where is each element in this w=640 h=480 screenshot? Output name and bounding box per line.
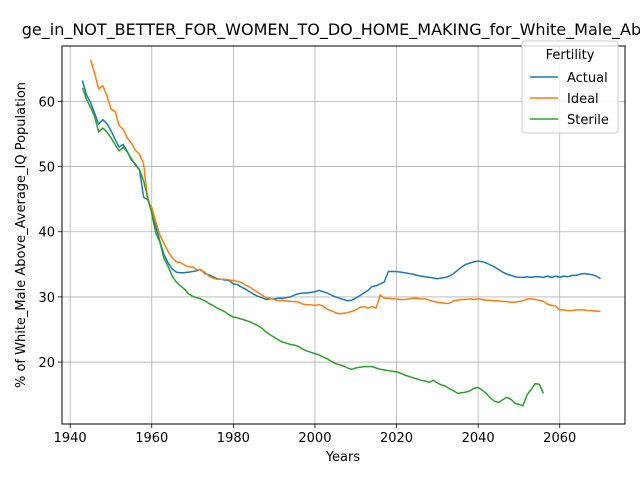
chart-title: ge_in_NOT_BETTER_FOR_WOMEN_TO_DO_HOME_MA… [22,20,640,40]
legend-title: Fertility [546,48,595,63]
y-tick-label: 60 [38,95,55,110]
y-tick-label: 40 [38,226,55,241]
legend-label-sterile: Sterile [567,113,609,128]
x-tick-label: 1980 [217,431,250,446]
x-tick-label: 2000 [298,431,331,446]
x-tick-label: 1960 [135,431,168,446]
x-tick-label: 2040 [462,431,495,446]
y-tick-label: 30 [38,291,55,306]
legend-entries: Actual Ideal Sterile [530,71,609,128]
axis-ticks: 1940 1960 1980 2000 2020 2040 2060 20 30 40 50 60 [38,95,576,446]
y-tick-label: 20 [38,356,55,371]
plot-area-frame [61,45,626,425]
legend-box [521,40,619,134]
series-line-sterile [81,87,545,407]
series-line-ideal [89,59,601,315]
legend-label-actual: Actual [567,71,608,86]
x-tick-label: 1940 [54,431,87,446]
y-tick-label: 50 [38,161,55,176]
legend-label-ideal: Ideal [567,92,599,107]
x-axis-label: Years [325,450,361,465]
series-line-actual [81,80,601,302]
x-tick-label: 2020 [380,431,413,446]
series-lines [81,59,601,407]
legend: Fertility Actual Ideal Sterile [521,40,619,134]
x-tick-label: 2060 [543,431,576,446]
y-axis-label: % of White_Male Above_Average_IQ Populat… [14,82,29,388]
grid-lines [62,46,625,424]
